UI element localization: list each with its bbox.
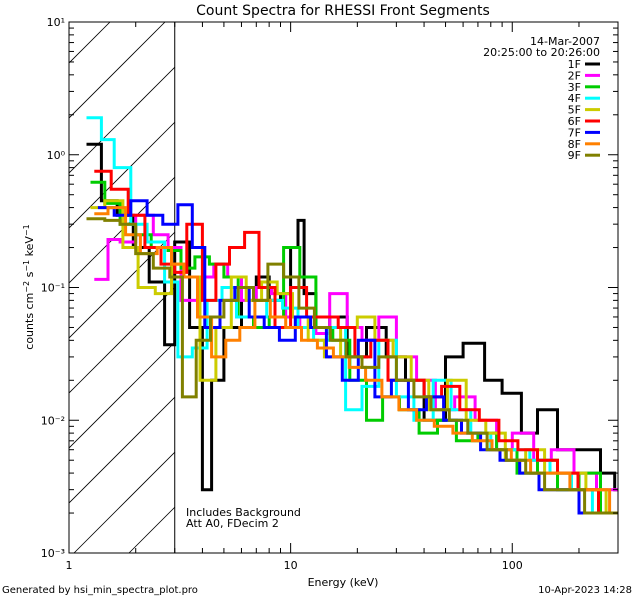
legend-label-2F: 2F <box>568 69 581 82</box>
series-6F <box>94 169 612 515</box>
legend-label-7F: 7F <box>568 126 581 139</box>
hatch-line <box>69 22 166 119</box>
legend-label-6F: 6F <box>568 115 581 128</box>
footer-timestamp: 10-Apr-2023 14:28 <box>538 585 632 596</box>
chart-title: Count Spectra for RHESSI Front Segments <box>196 3 490 19</box>
series-1F <box>86 142 618 492</box>
legend-label-3F: 3F <box>568 81 581 94</box>
legend-label-5F: 5F <box>568 104 581 117</box>
series-8F <box>94 206 618 515</box>
y-tick-label: 10⁻³ <box>41 547 65 560</box>
y-tick-label: 10⁻² <box>41 414 65 427</box>
date-label: 14-Mar-2007 <box>530 35 600 48</box>
series-9F <box>86 217 618 515</box>
y-axis-label: counts cm−2 s−1 keV−1 <box>22 224 36 349</box>
x-tick-label: 1 <box>66 559 73 572</box>
x-tick-label: 10 <box>284 559 298 572</box>
footer-generator: Generated by hsi_min_spectra_plot.pro <box>2 585 198 596</box>
series-7F <box>97 199 614 515</box>
legend-label-8F: 8F <box>568 138 581 151</box>
y-tick-label: 10⁻¹ <box>41 282 65 295</box>
axes-layer: 10⁻³ 10⁻² 10⁻¹ 10⁰ 10¹ 1 10 100 <box>41 16 618 572</box>
x-axis-label: Energy (keV) <box>308 576 379 589</box>
legend-label-9F: 9F <box>568 149 581 162</box>
y-tick-label: 10⁰ <box>47 149 66 162</box>
legend-label-1F: 1F <box>568 58 581 71</box>
x-tick-label: 100 <box>502 559 523 572</box>
annotation-1: Includes Background <box>186 506 301 519</box>
hatch-line <box>69 22 111 64</box>
series-layer <box>86 116 618 515</box>
annotation-2: Att A0, FDecim 2 <box>186 517 279 530</box>
time-range-label: 20:25:00 to 20:26:00 <box>483 46 600 59</box>
legend-label-4F: 4F <box>568 92 581 105</box>
y-tick-label: 10¹ <box>47 16 65 29</box>
